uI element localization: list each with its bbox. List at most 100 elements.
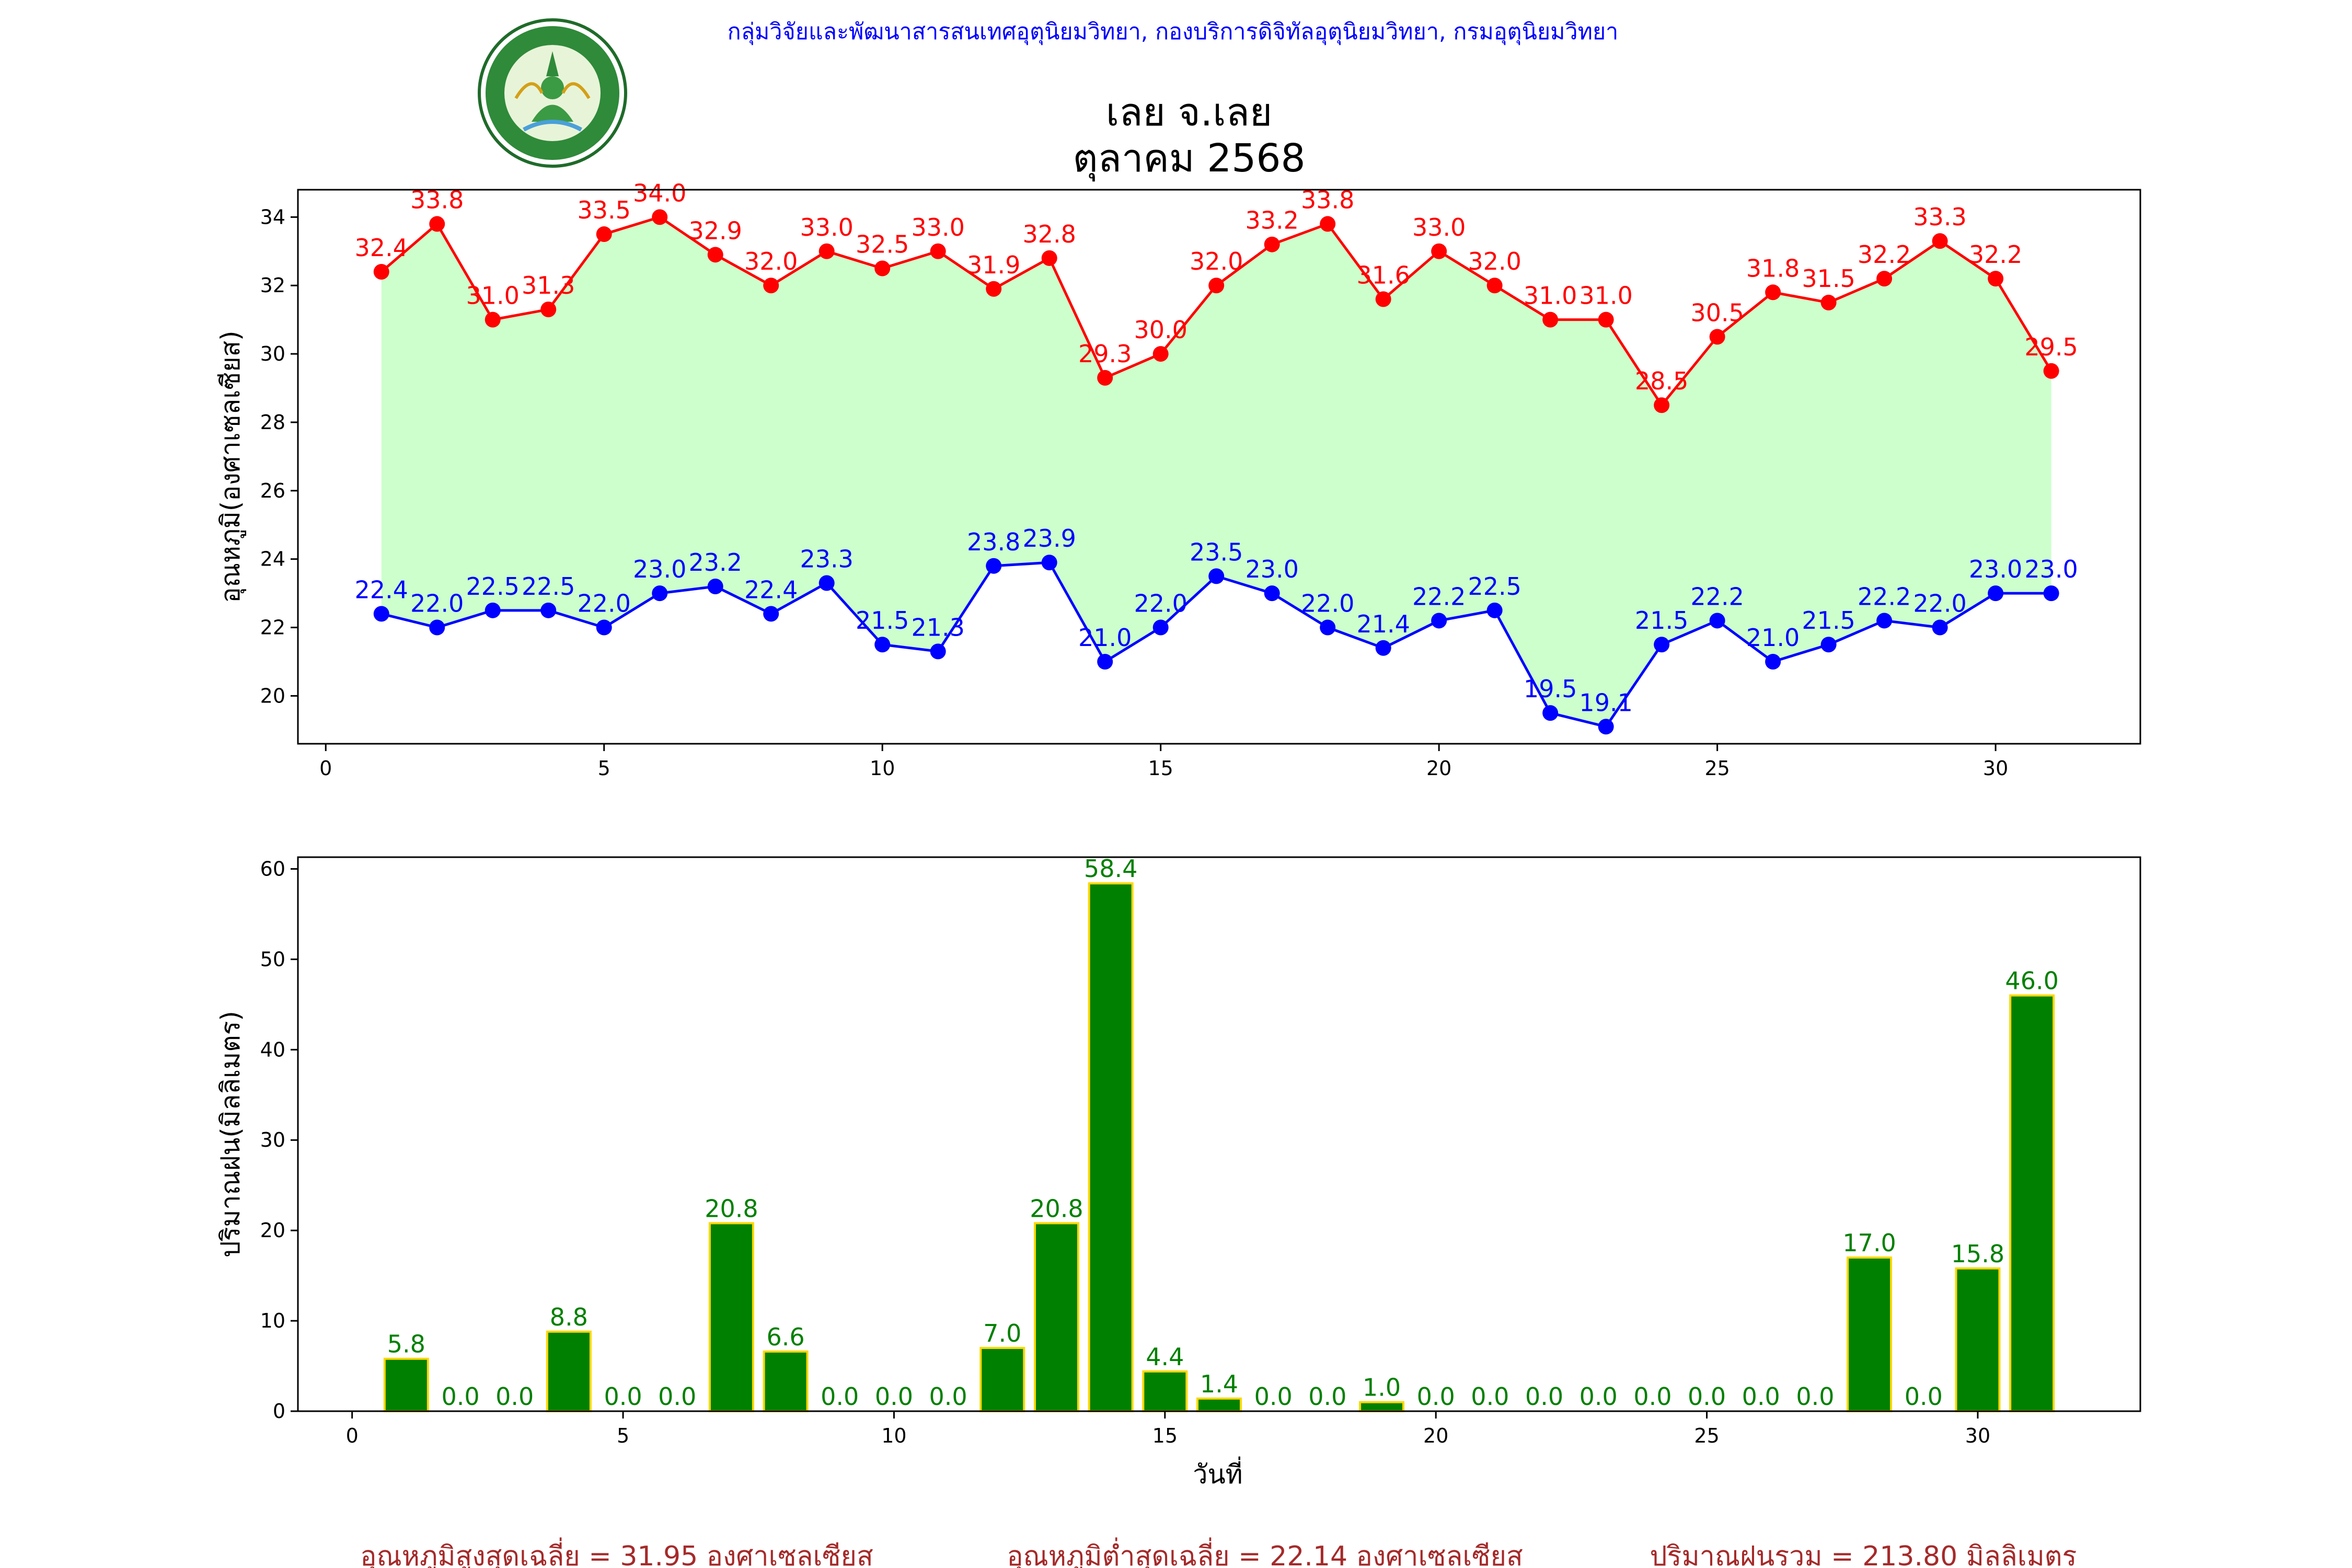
- min-temperature-label: 21.5: [856, 606, 909, 635]
- rainfall-y-axis-label: ปริมาณฝน(มิลลิเมตร): [215, 1011, 246, 1258]
- rainfall-bar-label: 0.0: [604, 1382, 642, 1411]
- min-temperature-label: 23.2: [689, 548, 742, 577]
- max-temperature-point: [930, 243, 946, 259]
- min-temperature-point: [540, 602, 557, 618]
- rainfall-bar: [1847, 1256, 1893, 1412]
- rainfall-bar: [2009, 994, 2055, 1413]
- min-temperature-label: 22.4: [355, 575, 408, 604]
- rainfall-y-tick-label: 10: [260, 1309, 285, 1332]
- min-temperature-point: [652, 585, 668, 602]
- min-temperature-point: [1765, 653, 1781, 670]
- min-temperature-label: 22.2: [1412, 582, 1466, 610]
- max-temperature-point: [1320, 216, 1336, 232]
- max-temperature-point: [485, 312, 501, 328]
- rainfall-bar-label: 20.8: [1030, 1194, 1083, 1223]
- max-temperature-point: [986, 281, 1002, 297]
- rainfall-bar-label: 0.0: [1254, 1382, 1293, 1411]
- temperature-x-tick-label: 0: [319, 757, 332, 780]
- min-temperature-label: 23.8: [967, 528, 1020, 556]
- max-temperature-point: [429, 216, 445, 232]
- rainfall-bar: [708, 1222, 754, 1412]
- min-temperature-label: 23.0: [633, 555, 686, 583]
- min-temperature-label: 21.5: [1802, 606, 1855, 635]
- rainfall-bar-label: 0.0: [1905, 1382, 1943, 1411]
- min-temperature-label: 22.0: [1134, 590, 1187, 618]
- max-temperature-label: 33.0: [800, 213, 853, 241]
- temperature-y-tick-label: 30: [260, 342, 285, 365]
- rainfall-bar-label: 0.0: [1308, 1382, 1346, 1411]
- rainfall-x-tick-label: 25: [1694, 1424, 1719, 1447]
- min-temperature-point: [429, 619, 445, 636]
- min-temperature-point: [707, 579, 723, 595]
- rainfall-bar-label: 0.0: [821, 1382, 859, 1411]
- avg-min-temp-text: อุณหภูมิต่ำสุดเฉลี่ย = 22.14 องศาเซลเซีย…: [1007, 1537, 1523, 1568]
- rainfall-x-tick-label: 20: [1423, 1424, 1448, 1447]
- rainfall-y-tick-label: 30: [260, 1128, 285, 1151]
- max-temperature-point: [1431, 243, 1447, 259]
- max-temperature-point: [596, 226, 612, 243]
- rainfall-x-tick-label: 10: [881, 1424, 906, 1447]
- chart-title-line1: เลย จ.เลย: [1106, 90, 1272, 135]
- rainfall-bar-label: 0.0: [875, 1382, 913, 1411]
- rainfall-bar: [1359, 1401, 1405, 1413]
- chart-title-line2: ตุลาคม 2568: [1073, 136, 1305, 182]
- rainfall-bar: [1088, 882, 1134, 1413]
- rainfall-bar-label: 0.0: [1417, 1382, 1455, 1411]
- temperature-x-tick-label: 20: [1426, 757, 1451, 780]
- max-temperature-point: [373, 264, 389, 280]
- min-temperature-point: [1375, 640, 1391, 656]
- max-temperature-point: [2043, 363, 2059, 379]
- max-temperature-label: 31.6: [1356, 261, 1410, 289]
- rainfall-bar-label: 6.6: [767, 1323, 805, 1351]
- min-temperature-point: [1876, 613, 1893, 629]
- rainfall-x-tick-label: 15: [1152, 1424, 1178, 1447]
- max-temperature-point: [818, 243, 835, 259]
- max-temperature-point: [1152, 346, 1169, 362]
- rainfall-bar-label: 0.0: [658, 1382, 696, 1411]
- temperature-x-tick-label: 25: [1704, 757, 1730, 780]
- max-temperature-label: 31.8: [1746, 254, 1800, 282]
- temperature-y-tick-label: 28: [260, 411, 285, 434]
- rainfall-x-tick-label: 5: [617, 1424, 629, 1447]
- max-temperature-point: [1932, 233, 1948, 249]
- max-temperature-point: [707, 247, 723, 263]
- max-temperature-label: 32.2: [1969, 240, 2022, 269]
- min-temperature-label: 23.0: [1969, 555, 2022, 583]
- max-temperature-label: 32.8: [1022, 220, 1076, 248]
- temperature-plot-frame: [297, 189, 2141, 745]
- max-temperature-point: [1208, 278, 1225, 294]
- min-temperature-label: 23.5: [1190, 538, 1243, 566]
- rainfall-bar-label: 5.8: [387, 1330, 425, 1358]
- rainfall-bar-label: 0.0: [441, 1382, 479, 1411]
- min-temperature-label: 21.3: [911, 613, 964, 641]
- max-temperature-point: [763, 278, 779, 294]
- temperature-y-tick-label: 32: [260, 274, 285, 297]
- max-temperature-point: [1375, 291, 1391, 307]
- rainfall-y-tick-label: 50: [260, 948, 285, 971]
- min-temperature-point: [930, 643, 946, 660]
- min-temperature-point: [1932, 619, 1948, 636]
- max-temperature-label: 31.3: [522, 271, 575, 299]
- min-temperature-point: [1208, 568, 1225, 584]
- min-temperature-label: 23.9: [1022, 524, 1076, 552]
- max-temperature-point: [1820, 294, 1837, 310]
- temperature-y-tick-label: 34: [260, 205, 285, 228]
- max-temperature-label: 31.5: [1802, 264, 1855, 293]
- tmd-logo: [478, 18, 627, 168]
- max-temperature-label: 31.0: [466, 282, 520, 310]
- min-temperature-point: [1486, 602, 1503, 618]
- max-temperature-point: [1988, 271, 2004, 287]
- min-temperature-label: 22.2: [1690, 582, 1744, 610]
- rainfall-y-tick-label: 0: [273, 1400, 285, 1423]
- max-temperature-point: [1041, 250, 1057, 266]
- max-temperature-label: 33.2: [1245, 206, 1298, 235]
- min-temperature-label: 22.5: [466, 572, 520, 601]
- rainfall-bar-label: 0.0: [495, 1382, 534, 1411]
- temperature-y-tick-label: 24: [260, 548, 285, 571]
- min-temperature-label: 23.0: [1245, 555, 1298, 583]
- min-temperature-point: [874, 637, 891, 653]
- max-temperature-label: 33.5: [578, 196, 631, 224]
- min-temperature-point: [1097, 653, 1113, 670]
- min-temperature-label: 22.0: [578, 590, 631, 618]
- rainfall-bar-label: 0.0: [1525, 1382, 1563, 1411]
